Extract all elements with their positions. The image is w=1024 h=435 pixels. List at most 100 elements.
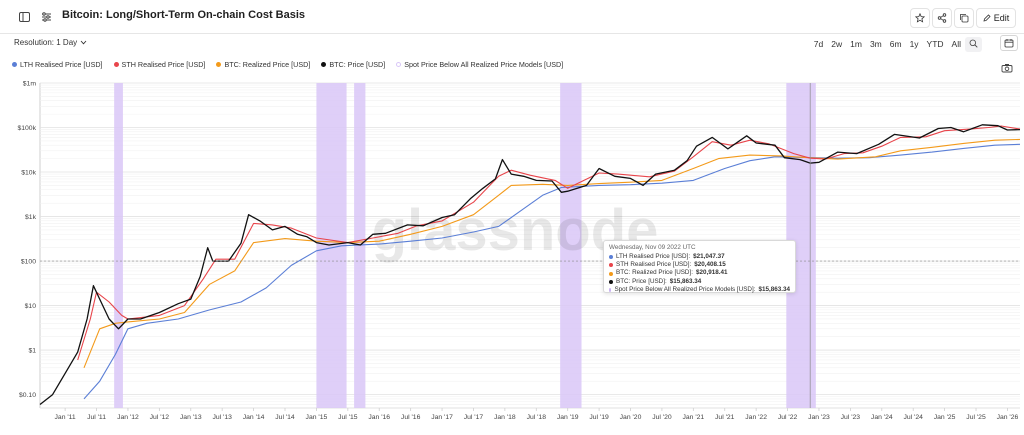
copy-icon[interactable] [954, 8, 974, 28]
share-icon[interactable] [932, 8, 952, 28]
range-ytd[interactable]: YTD [926, 39, 944, 49]
tooltip-row-realized: BTC: Realized Price [USD]: $20,918.41 [609, 269, 790, 277]
edit-label: Edit [993, 13, 1010, 23]
legend-item-sth[interactable]: STH Realised Price [USD] [113, 60, 206, 69]
tooltip-swatch [609, 287, 612, 292]
x-tick-label: Jan '22 [745, 414, 767, 421]
legend: LTH Realised Price [USD] STH Realised Pr… [12, 60, 563, 69]
tooltip-row-lth: LTH Realised Price [USD]: $21,047.37 [609, 253, 790, 261]
x-tick-label: Jan '26 [997, 414, 1019, 421]
y-tick-label: $10 [25, 303, 37, 310]
tooltip-row-price: BTC: Price [USD]: $15,863.34 [609, 278, 790, 286]
tooltip-value: $20,918.41 [695, 269, 728, 277]
tooltip-label: BTC: Realized Price [USD]: [616, 269, 693, 277]
y-tick-label: $100k [17, 125, 36, 132]
legend-swatch [321, 62, 327, 67]
tooltip-swatch [609, 271, 613, 276]
x-tick-label: Jan '13 [180, 414, 202, 421]
y-tick-label: $0.10 [19, 392, 36, 399]
x-tick-label: Jul '20 [652, 414, 672, 421]
top-bar: Bitcoin: Long/Short-Term On-chain Cost B… [0, 0, 1024, 34]
range-1y[interactable]: 1y [909, 39, 919, 49]
chart-area[interactable]: glassnode $0.10$1$10$100$1k$10k$100k$1m … [0, 78, 1024, 435]
x-tick-label: Jan '15 [306, 414, 328, 421]
legend-item-price[interactable]: BTC: Price [USD] [321, 60, 385, 69]
legend-swatch [113, 62, 119, 67]
x-tick-label: Jul '15 [338, 414, 358, 421]
chevron-down-icon [80, 40, 87, 45]
calendar-icon[interactable] [1000, 35, 1018, 51]
tooltip-date: Wednesday, Nov 09 2022 UTC [609, 244, 696, 251]
spot-below-band [114, 83, 123, 408]
y-tick-label: $1 [28, 348, 36, 355]
tooltip: Wednesday, Nov 09 2022 UTC LTH Realised … [603, 240, 796, 293]
x-tick-label: Jan '17 [431, 414, 453, 421]
page-title: Bitcoin: Long/Short-Term On-chain Cost B… [62, 9, 306, 21]
x-tick-label: Jul '19 [589, 414, 609, 421]
sidebar-toggle-icon[interactable] [14, 7, 34, 27]
tooltip-value: $15,863.34 [758, 285, 790, 293]
x-tick-label: Jul '16 [401, 414, 421, 421]
legend-item-realized[interactable]: BTC: Realized Price [USD] [216, 60, 310, 69]
y-tick-label: $1k [25, 214, 37, 221]
legend-item-spot-below[interactable]: Spot Price Below All Realized Price Mode… [396, 60, 563, 69]
tooltip-row-spot-below: Spot Price Below All Realized Price Mode… [609, 286, 790, 294]
range-6m[interactable]: 6m [889, 39, 902, 49]
x-tick-label: Jul '24 [903, 414, 923, 421]
range-all[interactable]: All [951, 39, 961, 49]
range-selector: 7d 2w 1m 3m 6m 1y YTD All [810, 37, 982, 52]
series-line-btc-realized-price-usd [83, 138, 1021, 369]
legend-swatch [12, 62, 17, 67]
x-tick-label: Jan '23 [808, 414, 830, 421]
x-tick-label: Jul '25 [966, 414, 986, 421]
resolution-dropdown[interactable]: Resolution: 1 Day [14, 38, 87, 47]
legend-label: STH Realised Price [USD] [121, 60, 206, 69]
series-line-sth-realised-price-usd [77, 125, 1021, 361]
x-tick-label: Jul '17 [464, 414, 484, 421]
x-tick-label: Jul '11 [87, 414, 106, 421]
tooltip-row-sth: STH Realised Price [USD]: $20,408.15 [609, 261, 790, 269]
x-tick-label: Jul '23 [841, 414, 861, 421]
zoom-icon[interactable] [965, 37, 982, 52]
x-tick-label: Jul '22 [778, 414, 798, 421]
series-line-btc-price-usd [39, 124, 1021, 406]
resolution-label: Resolution: 1 Day [14, 38, 78, 47]
x-tick-label: Jan '16 [368, 414, 390, 421]
crosshair [40, 83, 1020, 408]
x-tick-label: Jan '19 [557, 414, 579, 421]
tooltip-label: Spot Price Below All Realized Price Mode… [614, 285, 756, 293]
x-tick-label: Jan '18 [494, 414, 516, 421]
tooltip-label: STH Realised Price [USD]: [616, 261, 692, 269]
x-tick-label: Jul '18 [527, 414, 547, 421]
legend-item-lth[interactable]: LTH Realised Price [USD] [12, 60, 103, 69]
legend-label: BTC: Price [USD] [329, 60, 386, 69]
x-tick-label: Jan '11 [55, 414, 76, 421]
y-axis: $0.10 $1 $10 $100 $1k $10k $100k $1m [17, 81, 36, 400]
y-tick-label: $10k [21, 170, 36, 177]
tooltip-label: BTC: Price [USD]: [616, 277, 667, 285]
camera-icon[interactable] [1000, 62, 1014, 74]
x-tick-label: Jan '20 [620, 414, 642, 421]
star-icon[interactable] [910, 8, 930, 28]
x-tick-label: Jan '12 [117, 414, 139, 421]
range-1m[interactable]: 1m [850, 39, 862, 49]
series-lines [39, 124, 1021, 406]
series-line-lth-realised-price-usd [83, 143, 1021, 400]
edit-button[interactable]: Edit [976, 8, 1016, 28]
range-7d[interactable]: 7d [813, 39, 824, 49]
x-tick-label: Jan '21 [682, 414, 704, 421]
tooltip-label: LTH Realised Price [USD]: [616, 253, 691, 260]
x-tick-label: Jan '14 [243, 414, 265, 421]
tooltip-swatch [609, 279, 613, 284]
tooltip-value: $15,863.34 [669, 277, 702, 285]
chart-settings-icon[interactable] [36, 7, 56, 27]
legend-swatch [396, 62, 402, 67]
tooltip-value: $21,047.37 [693, 253, 725, 260]
range-2w[interactable]: 2w [831, 39, 843, 49]
range-3m[interactable]: 3m [869, 39, 882, 49]
tooltip-value: $20,408.15 [694, 261, 726, 269]
x-tick-label: Jul '12 [150, 414, 170, 421]
tooltip-swatch [609, 263, 613, 268]
spot-below-band [560, 83, 582, 408]
x-tick-label: Jul '13 [212, 414, 232, 421]
